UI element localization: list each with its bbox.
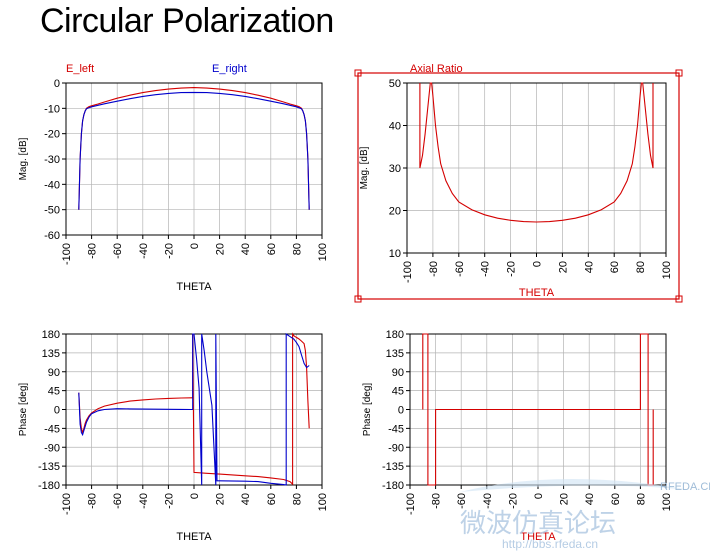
ar-series-line-0 bbox=[419, 82, 654, 223]
mag-xtick-label: 80 bbox=[291, 243, 303, 255]
mag-xtick-label: -60 bbox=[112, 243, 124, 259]
mag-xtick-label: -20 bbox=[163, 243, 175, 259]
page-title: Circular Polarization bbox=[40, 2, 334, 40]
ar-xaxis-label: THETA bbox=[519, 287, 555, 299]
ar-xtick-label: -80 bbox=[428, 261, 440, 277]
mag-ytick-label: -30 bbox=[44, 154, 60, 166]
ar-xtick-label: -20 bbox=[506, 261, 518, 277]
mag-ytick-label: 0 bbox=[54, 78, 60, 90]
phase2-xtick-label: -100 bbox=[405, 493, 417, 515]
phase2-xtick-label: 80 bbox=[635, 493, 647, 505]
mag-xtick-label: 0 bbox=[189, 243, 201, 249]
phase2-xtick-label: -40 bbox=[482, 493, 494, 509]
phase-ytick-label: -90 bbox=[44, 442, 60, 454]
phase2-ytick-label: -135 bbox=[382, 461, 404, 473]
selection-frame[interactable] bbox=[357, 72, 680, 300]
phase2-yaxis-label: Phase [deg] bbox=[362, 383, 373, 437]
selection-handle-bl[interactable] bbox=[354, 295, 362, 303]
ar-xtick-label: 100 bbox=[661, 261, 673, 279]
phase2-ytick-label: -180 bbox=[382, 480, 404, 492]
selection-handle-tl[interactable] bbox=[354, 69, 362, 77]
legend-e-left: E_left bbox=[66, 63, 94, 75]
phase2-ytick-label: 180 bbox=[386, 329, 404, 341]
selection-handle-br[interactable] bbox=[675, 295, 683, 303]
ar-xtick-label: 20 bbox=[557, 261, 569, 273]
phase2-xtick-label: 60 bbox=[610, 493, 622, 505]
ar-ytick-label: 20 bbox=[389, 206, 401, 218]
phase2-xtick-label: -20 bbox=[507, 493, 519, 509]
phase-ytick-label: 90 bbox=[48, 367, 60, 379]
mag-series-line-1 bbox=[78, 91, 310, 210]
phase2-ytick-label: 0 bbox=[398, 405, 404, 417]
mag-ytick-label: -50 bbox=[44, 205, 60, 217]
mag-xtick-label: 60 bbox=[266, 243, 278, 255]
ar-xtick-label: -40 bbox=[480, 261, 492, 277]
phase2-ytick-label: -45 bbox=[388, 423, 404, 435]
ar-xtick-label: -100 bbox=[402, 261, 414, 283]
phase2-ytick-label: 135 bbox=[386, 348, 404, 360]
phase-xtick-label: -20 bbox=[163, 493, 175, 509]
legend-e-right: E_right bbox=[212, 63, 247, 75]
phase-xtick-label: -80 bbox=[87, 493, 99, 509]
phase-xtick-label: 60 bbox=[266, 493, 278, 505]
phase2-ytick-label: 90 bbox=[392, 367, 404, 379]
phase-ytick-label: -180 bbox=[38, 480, 60, 492]
mag-ytick-label: -60 bbox=[44, 230, 60, 242]
ar-xtick-label: 40 bbox=[583, 261, 595, 273]
phase2-xtick-label: 100 bbox=[661, 493, 673, 511]
phase-ytick-label: 0 bbox=[54, 405, 60, 417]
ar-yaxis-label: Mag. [dB] bbox=[359, 146, 370, 189]
phase-xtick-label: 0 bbox=[189, 493, 201, 499]
mag-ytick-label: -20 bbox=[44, 129, 60, 141]
mag-xtick-label: 20 bbox=[215, 243, 227, 255]
ar-xtick-label: 80 bbox=[635, 261, 647, 273]
phase-ytick-label: -135 bbox=[38, 461, 60, 473]
phase-xaxis-label: THETA bbox=[176, 531, 212, 543]
ar-xtick-label: 60 bbox=[609, 261, 621, 273]
mag-yaxis-label: Mag. [dB] bbox=[18, 137, 29, 180]
mag-ytick-label: -10 bbox=[44, 103, 60, 115]
ar-ytick-label: 30 bbox=[389, 163, 401, 175]
phase-xtick-label: -100 bbox=[61, 493, 73, 515]
phase-series-line-1 bbox=[78, 332, 310, 486]
mag-xtick-label: -80 bbox=[87, 243, 99, 259]
phase-xtick-label: 20 bbox=[215, 493, 227, 505]
ar-ytick-label: 10 bbox=[389, 248, 401, 260]
phase-yaxis-label: Phase [deg] bbox=[18, 383, 29, 437]
phase2-xtick-label: 40 bbox=[584, 493, 596, 505]
phase2-ytick-label: 45 bbox=[392, 386, 404, 398]
phase-ytick-label: 45 bbox=[48, 386, 60, 398]
phase2-xtick-label: -80 bbox=[431, 493, 443, 509]
ar-ytick-label: 50 bbox=[389, 78, 401, 90]
phase-xtick-label: 100 bbox=[317, 493, 329, 511]
mag-xtick-label: -40 bbox=[138, 243, 150, 259]
phase-series-line-0 bbox=[78, 332, 310, 486]
ar-xtick-label: -60 bbox=[454, 261, 466, 277]
phase-ytick-label: -45 bbox=[44, 423, 60, 435]
ar-xtick-label: 0 bbox=[532, 261, 544, 267]
phase2-series-line-0 bbox=[422, 333, 654, 486]
selection-handle-tr[interactable] bbox=[675, 69, 683, 77]
phase-xtick-label: 80 bbox=[291, 493, 303, 505]
ar-ytick-label: 40 bbox=[389, 121, 401, 133]
mag-xaxis-label: THETA bbox=[176, 281, 212, 293]
mag-ytick-label: -40 bbox=[44, 179, 60, 191]
phase-ytick-label: 135 bbox=[42, 348, 60, 360]
phase-xtick-label: -40 bbox=[138, 493, 150, 509]
mag-xtick-label: -100 bbox=[61, 243, 73, 265]
mag-xtick-label: 100 bbox=[317, 243, 329, 261]
axial-ratio-title: Axial Ratio bbox=[410, 63, 463, 75]
phase2-xtick-label: 0 bbox=[533, 493, 545, 499]
phase-ytick-label: 180 bbox=[42, 329, 60, 341]
phase-xtick-label: -60 bbox=[112, 493, 124, 509]
phase-xtick-label: 40 bbox=[240, 493, 252, 505]
phase2-xaxis-label: THETA bbox=[520, 531, 556, 543]
phase2-xtick-label: 20 bbox=[559, 493, 571, 505]
phase2-ytick-label: -90 bbox=[388, 442, 404, 454]
phase2-xtick-label: -60 bbox=[456, 493, 468, 509]
mag-xtick-label: 40 bbox=[240, 243, 252, 255]
